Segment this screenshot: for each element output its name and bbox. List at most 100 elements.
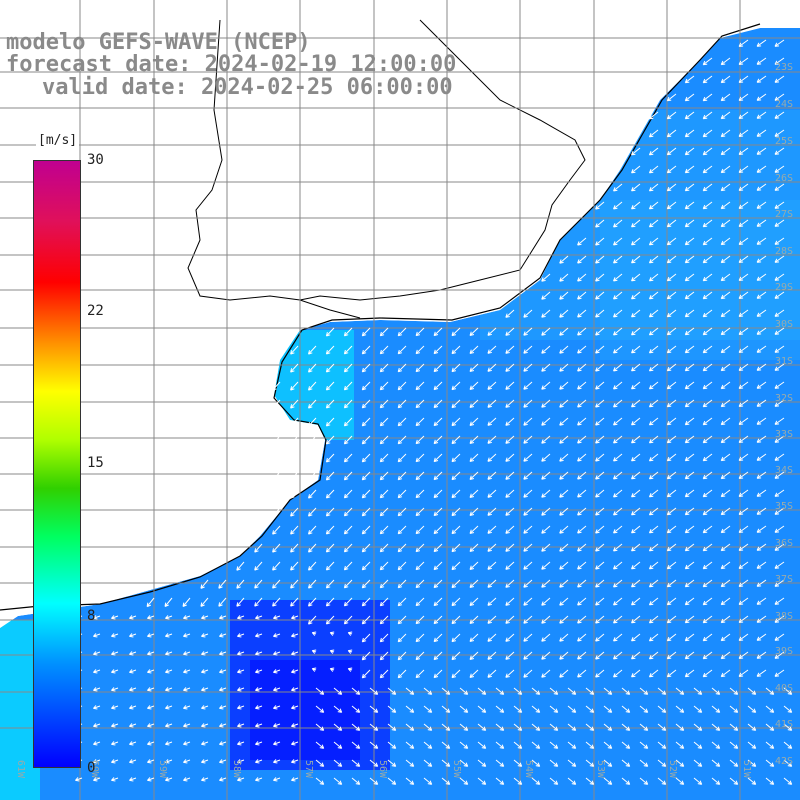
wind-arrow [720, 399, 731, 408]
wind-arrow [469, 417, 479, 426]
wind-arrow [756, 507, 767, 515]
wind-arrow [675, 687, 685, 695]
wind-arrow [505, 543, 515, 552]
wind-arrow [523, 345, 533, 354]
wind-arrow [451, 507, 461, 517]
wind-arrow [631, 381, 641, 390]
wind-arrow [702, 381, 713, 390]
wind-arrow [720, 651, 731, 660]
wind-arrow [577, 309, 587, 318]
wind-arrow [684, 147, 695, 156]
wind-arrow [379, 669, 389, 679]
wind-arrow [621, 777, 631, 785]
wind-arrow [684, 579, 695, 588]
wind-arrow [441, 777, 451, 785]
wind-arrow [595, 309, 605, 318]
wind-arrow [505, 525, 515, 534]
wind-arrow [361, 561, 371, 571]
wind-arrow [315, 705, 325, 713]
wind-arrow [433, 489, 443, 499]
wind-arrow [631, 273, 641, 282]
wind-arrow [720, 75, 731, 84]
wind-arrow [441, 723, 451, 731]
wind-arrow [756, 435, 767, 443]
wind-arrow [774, 129, 785, 137]
wind-arrow [756, 453, 767, 461]
lat-label: 24S [775, 99, 793, 110]
wind-arrow [433, 435, 443, 445]
wind-arrow [631, 219, 641, 228]
wind-arrow [129, 651, 137, 656]
wind-arrow [469, 579, 479, 588]
wind-arrow [291, 723, 299, 728]
wind-arrow [595, 345, 605, 354]
wind-arrow [219, 687, 227, 692]
wind-arrow [595, 579, 605, 588]
wind-arrow [585, 741, 595, 749]
wind-arrow [325, 579, 335, 589]
wind-arrow [415, 417, 425, 427]
wind-arrow [756, 219, 767, 227]
wind-arrow [290, 399, 299, 409]
wind-arrow [291, 705, 299, 710]
wind-arrow [111, 705, 119, 710]
wind-arrow [720, 273, 731, 282]
wind-arrow [111, 651, 119, 656]
wind-arrow [415, 453, 425, 463]
wind-arrow [648, 417, 659, 426]
wind-arrow [361, 417, 371, 427]
wind-arrow [774, 435, 785, 443]
wind-arrow [201, 651, 209, 656]
wind-arrow [315, 777, 325, 785]
wind-arrow [469, 471, 479, 480]
wind-arrow [693, 705, 703, 713]
wind-arrow [621, 759, 631, 767]
wind-arrow [93, 777, 101, 782]
wind-arrow [738, 633, 749, 641]
wind-arrow [684, 111, 695, 120]
wind-arrow [747, 687, 757, 695]
wind-arrow [487, 345, 497, 354]
wind-arrow [666, 201, 677, 210]
wind-arrow [415, 525, 425, 535]
wind-arrow [666, 183, 677, 192]
wind-arrow [577, 543, 587, 552]
wind-arrow [738, 651, 749, 659]
wind-arrow [648, 615, 659, 624]
wind-arrow [379, 525, 389, 535]
wind-arrow [675, 723, 685, 731]
wind-arrow [405, 759, 415, 767]
wind-arrow [577, 255, 587, 264]
wind-arrow [329, 667, 335, 672]
wind-arrow [397, 327, 407, 337]
wind-arrow [738, 525, 749, 533]
wind-arrow [333, 723, 343, 731]
wind-arrow [343, 579, 353, 589]
wind-arrow [325, 435, 335, 445]
wind-arrow [183, 687, 191, 692]
wind-arrow [729, 705, 739, 713]
wind-arrow [774, 399, 785, 407]
wind-arrow [756, 381, 767, 389]
wind-arrow [675, 705, 685, 713]
wind-arrow [272, 453, 281, 463]
lon-label: 53W [595, 760, 606, 779]
wind-arrow [613, 651, 623, 660]
wind-arrow [684, 273, 695, 282]
wind-arrow [549, 705, 559, 713]
wind-arrow [774, 291, 785, 299]
lat-label: 39S [775, 646, 793, 657]
wind-arrow [273, 705, 281, 710]
wind-arrow [415, 507, 425, 517]
wind-arrow [595, 489, 605, 498]
wind-arrow [666, 651, 677, 660]
wind-arrow [523, 669, 533, 678]
wind-arrow [165, 687, 173, 692]
wind-arrow [505, 309, 515, 318]
wind-arrow [729, 777, 739, 785]
wind-arrow [613, 453, 623, 462]
wind-arrow [585, 777, 595, 785]
wind-arrow [165, 651, 173, 656]
wind-arrow [541, 327, 551, 336]
wind-arrow [756, 417, 767, 425]
